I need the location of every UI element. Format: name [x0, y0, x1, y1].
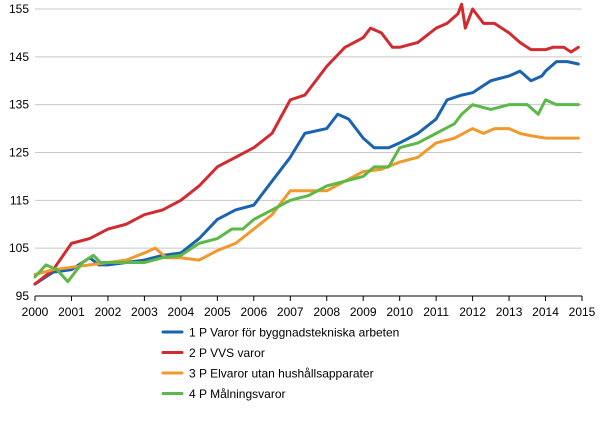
series-lines	[33, 2, 580, 286]
legend: 1 P Varor för byggnadstekniska arbeten 2 …	[161, 326, 399, 401]
x-tick-label: 2008	[313, 305, 340, 319]
x-tick-label: 2011	[423, 305, 449, 319]
legend-label-4: 4 P Målningsvaror	[189, 387, 286, 401]
gridlines	[35, 8, 582, 249]
series-line-2	[33, 2, 580, 286]
x-tick-label: 2005	[204, 305, 231, 319]
y-tick-label: 125	[9, 146, 29, 160]
x-tick-label: 2002	[95, 305, 122, 319]
axes: 95 105 115 125 135 145 155 2000 2001 2002 2003 2004…	[9, 2, 596, 319]
x-tick-label: 2006	[240, 305, 267, 319]
x-tick-label: 2000	[22, 305, 49, 319]
x-tick-label: 2010	[386, 305, 413, 319]
y-tick-label: 105	[9, 241, 29, 255]
x-tick-label: 2003	[131, 305, 158, 319]
series-line-4	[33, 98, 580, 284]
x-tick-label: 2007	[277, 305, 304, 319]
legend-label-1: 1 P Varor för byggnadstekniska arbeten	[189, 326, 399, 340]
x-tick-label: 2012	[459, 305, 486, 319]
y-tick-label: 135	[9, 98, 29, 112]
legend-label-3: 3 P Elvaror utan hushållsapparater	[189, 367, 374, 381]
x-tick-label: 2004	[168, 305, 195, 319]
x-tick-label: 2009	[350, 305, 377, 319]
y-tick-label: 95	[16, 289, 30, 303]
legend-label-2: 2 P VVS varor	[189, 346, 265, 360]
y-tick-label: 155	[9, 2, 29, 16]
x-tick-label: 2001	[58, 305, 85, 319]
x-tick-label: 2014	[532, 305, 559, 319]
y-tick-label: 145	[9, 50, 29, 64]
series-line-3	[33, 127, 580, 276]
y-tick-label: 115	[10, 193, 29, 207]
x-tick-label: 2015	[569, 305, 596, 319]
x-tick-label: 2013	[496, 305, 523, 319]
